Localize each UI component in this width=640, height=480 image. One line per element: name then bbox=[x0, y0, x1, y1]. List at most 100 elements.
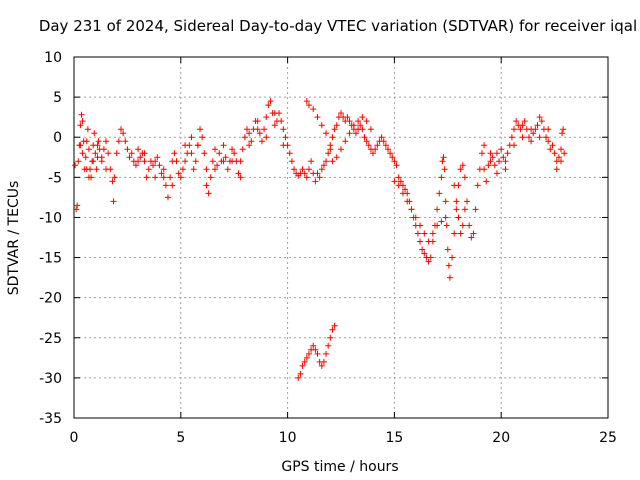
data-point-secondary bbox=[417, 222, 424, 229]
data-point-main bbox=[305, 166, 312, 173]
data-point-main bbox=[466, 222, 473, 229]
data-point-main bbox=[111, 174, 118, 181]
data-point-secondary bbox=[77, 142, 84, 149]
data-point-main bbox=[207, 174, 214, 181]
data-point-main bbox=[560, 126, 567, 133]
data-point-main bbox=[464, 198, 471, 205]
data-point-main bbox=[551, 150, 558, 157]
data-point-secondary bbox=[303, 98, 310, 105]
data-point-main bbox=[468, 234, 475, 241]
data-point-main bbox=[372, 146, 379, 153]
data-point-main bbox=[474, 182, 481, 189]
data-point-main bbox=[445, 262, 452, 269]
data-point-main bbox=[160, 174, 167, 181]
data-point-main bbox=[425, 258, 432, 265]
data-point-main bbox=[145, 166, 152, 173]
chart-title: Day 231 of 2024, Sidereal Day-to-day VTE… bbox=[39, 17, 637, 35]
data-point-main bbox=[481, 166, 488, 173]
data-point-main bbox=[449, 254, 456, 261]
data-point-secondary bbox=[188, 134, 195, 141]
data-point-secondary bbox=[481, 142, 488, 149]
data-point-main bbox=[91, 130, 98, 137]
data-point-main bbox=[519, 122, 526, 129]
data-point-secondary bbox=[94, 142, 101, 149]
data-point-main bbox=[72, 162, 79, 169]
grid bbox=[74, 57, 608, 418]
data-point-main bbox=[135, 158, 142, 165]
data-markers bbox=[72, 98, 568, 381]
data-point-main bbox=[443, 222, 450, 229]
data-point-secondary bbox=[229, 158, 236, 165]
data-point-isolated bbox=[314, 350, 321, 357]
data-point-main bbox=[85, 146, 92, 153]
data-point-main bbox=[472, 206, 479, 213]
data-point-isolated bbox=[318, 362, 325, 369]
data-point-secondary bbox=[425, 238, 432, 245]
data-point-secondary bbox=[85, 174, 92, 181]
data-point-main bbox=[382, 142, 389, 149]
data-point-main bbox=[299, 166, 306, 173]
data-point-main bbox=[201, 150, 208, 157]
data-point-main bbox=[84, 126, 91, 133]
data-point-main bbox=[220, 142, 227, 149]
y-tick-label: 10 bbox=[44, 50, 62, 66]
data-point-isolated bbox=[327, 334, 334, 341]
data-point-main bbox=[192, 158, 199, 165]
data-point-secondary bbox=[438, 218, 445, 225]
data-point-main bbox=[378, 134, 385, 141]
y-tick-label: -25 bbox=[39, 331, 62, 347]
data-point-main bbox=[511, 126, 518, 133]
data-point-main bbox=[395, 174, 402, 181]
data-point-main bbox=[95, 138, 102, 145]
data-point-main bbox=[549, 142, 556, 149]
data-point-main bbox=[457, 166, 464, 173]
data-point-secondary bbox=[346, 130, 353, 137]
data-point-main bbox=[329, 134, 336, 141]
data-point-secondary bbox=[237, 174, 244, 181]
data-point-secondary bbox=[152, 174, 159, 181]
data-point-main bbox=[182, 158, 189, 165]
data-point-main bbox=[496, 158, 503, 165]
axis-ticks: 0 5 10 15 20 25 10 5 0 -5 -10 -15 -20 -25 -30 -35 bbox=[39, 50, 617, 446]
data-point-main bbox=[150, 162, 157, 169]
data-point-main bbox=[222, 154, 229, 161]
data-point-secondary bbox=[141, 150, 148, 157]
data-point-secondary bbox=[487, 158, 494, 165]
data-point-main bbox=[265, 102, 272, 109]
data-point-main bbox=[244, 126, 251, 133]
data-point-isolated bbox=[297, 370, 304, 377]
data-point-main bbox=[344, 114, 351, 121]
data-point-main bbox=[361, 134, 368, 141]
y-tick-label: -15 bbox=[39, 251, 62, 267]
y-tick-label: -30 bbox=[39, 371, 62, 387]
x-tick-label: 5 bbox=[176, 430, 185, 446]
data-point-main bbox=[414, 230, 421, 237]
data-point-secondary bbox=[434, 222, 441, 229]
data-point-secondary bbox=[528, 126, 535, 133]
data-point-secondary bbox=[399, 190, 406, 197]
data-point-secondary bbox=[363, 118, 370, 125]
data-point-secondary bbox=[318, 122, 325, 129]
data-point-secondary bbox=[359, 114, 366, 121]
data-point-secondary bbox=[329, 158, 336, 165]
data-point-isolated bbox=[320, 358, 327, 365]
data-point-main bbox=[237, 158, 244, 165]
data-point-main bbox=[75, 158, 82, 165]
data-point-isolated bbox=[329, 326, 336, 333]
data-point-main bbox=[303, 174, 310, 181]
data-point-main bbox=[188, 150, 195, 157]
data-point-secondary bbox=[169, 182, 176, 189]
data-point-main bbox=[143, 174, 150, 181]
data-point-secondary bbox=[98, 158, 105, 165]
data-point-secondary bbox=[350, 122, 357, 129]
data-point-main bbox=[312, 178, 319, 185]
data-point-secondary bbox=[461, 206, 468, 213]
data-point-main bbox=[561, 150, 568, 157]
data-point-main bbox=[536, 114, 543, 121]
data-point-main bbox=[331, 126, 338, 133]
data-point-main bbox=[77, 122, 84, 129]
data-point-main bbox=[73, 206, 80, 213]
data-point-main bbox=[419, 246, 426, 253]
data-point-main bbox=[164, 194, 171, 201]
